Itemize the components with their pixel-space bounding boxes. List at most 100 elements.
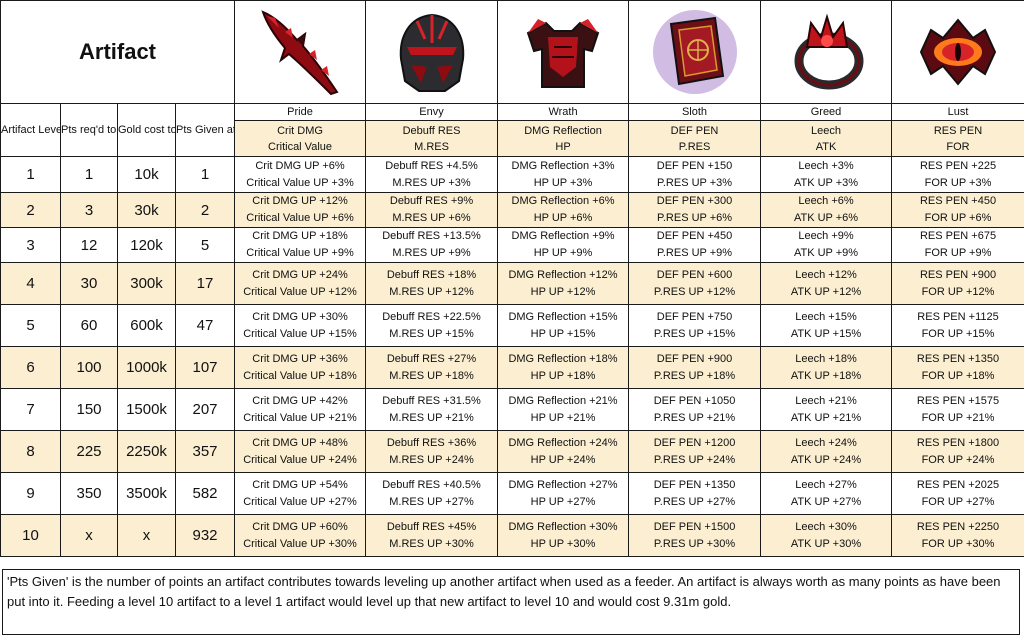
effect-line: M.RES UP +18% [389, 369, 474, 382]
effect-line: M.RES UP +27% [389, 495, 474, 508]
effect-line: M.RES UP +15% [389, 327, 474, 340]
wrath-effect: DMG Reflection +18% HP UP +18% [497, 346, 630, 389]
lust-effect: RES PEN +2025 FOR UP +27% [891, 472, 1024, 515]
artifact-name-envy: Envy [365, 103, 499, 121]
gold-cell: x [117, 514, 176, 557]
column-header-row: Artifact Level Pts req'd to lvl up Gold … [0, 103, 1024, 157]
level-cell: 3 [0, 227, 61, 263]
effect-line: Leech +21% [795, 394, 857, 407]
gold-cell: 600k [117, 304, 176, 347]
pts-given-cell: 932 [174, 514, 236, 557]
artifact-name-pride: Pride [234, 103, 367, 121]
level-cell: 1 [0, 156, 61, 193]
effect-line: RES PEN +1800 [916, 436, 1000, 449]
pts-req-cell: 225 [60, 430, 118, 473]
effect-line: ATK UP +12% [790, 285, 862, 298]
pts-given-cell: 582 [174, 472, 236, 515]
page-title: Artifact [79, 39, 157, 64]
greed-effect: Leech +21% ATK UP +21% [760, 388, 893, 431]
effect-line: Crit DMG UP +12% [252, 195, 348, 207]
stat-secondary: ATK [815, 140, 837, 153]
effect-line: Debuff RES +4.5% [385, 159, 478, 172]
pts-given-cell: 1 [174, 156, 236, 193]
pts-req-cell: 12 [60, 227, 118, 263]
pts-req-cell: 150 [60, 388, 118, 431]
effect-line: DEF PEN +1500 [653, 520, 736, 533]
level-cell: 7 [0, 388, 61, 431]
pts-given-cell: 47 [174, 304, 236, 347]
effect-line: HP UP +21% [530, 411, 596, 424]
effect-line: Leech +6% [798, 195, 854, 207]
artifact-name-wrath: Wrath [497, 103, 630, 121]
wrath-effect: DMG Reflection +30% HP UP +30% [497, 514, 630, 557]
eye-icon [919, 18, 997, 86]
effect-line: HP UP +24% [530, 453, 596, 466]
pride-effect: Crit DMG UP +30% Critical Value UP +15% [234, 304, 367, 347]
effect-line: RES PEN +1575 [916, 394, 1000, 407]
effect-line: Critical Value UP +24% [243, 453, 357, 466]
effect-line: P.RES UP +18% [653, 369, 736, 382]
envy-image-cell [365, 0, 499, 104]
effect-line: Crit DMG UP +42% [252, 394, 348, 407]
envy-effect: Debuff RES +40.5% M.RES UP +27% [365, 472, 499, 515]
effect-line: M.RES UP +30% [389, 537, 474, 550]
effect-line: M.RES UP +6% [392, 212, 471, 224]
effect-line: Critical Value UP +12% [243, 285, 357, 298]
sloth-effect: DEF PEN +1350 P.RES UP +27% [628, 472, 762, 515]
effect-line: Crit DMG UP +60% [252, 520, 348, 533]
effect-line: DEF PEN +750 [656, 310, 733, 323]
effect-line: Critical Value UP +30% [243, 537, 357, 550]
title-cell: Artifact [0, 0, 236, 104]
wrath-effect: DMG Reflection +3% HP UP +3% [497, 156, 630, 193]
pts-given-cell: 2 [174, 192, 236, 228]
level-cell: 6 [0, 346, 61, 389]
effect-line: HP UP +15% [530, 327, 596, 340]
sloth-effect: DEF PEN +1200 P.RES UP +24% [628, 430, 762, 473]
effect-line: M.RES UP +9% [392, 247, 471, 259]
table-row: 9 350 3500k 582 Crit DMG UP +54% Critical Val… [0, 472, 1024, 515]
sloth-image-cell [628, 0, 762, 104]
lust-image-cell [891, 0, 1024, 104]
effect-line: Leech +24% [795, 436, 857, 449]
stat-cell-pride: Crit DMG Critical Value [234, 120, 367, 157]
table-row: 6 100 1000k 107 Crit DMG UP +36% Critical Val… [0, 346, 1024, 389]
table-row: 3 12 120k 5 Crit DMG UP +18% Critical Value U… [0, 227, 1024, 263]
level-cell: 10 [0, 514, 61, 557]
pts-given-cell: 357 [174, 430, 236, 473]
pride-effect: Crit DMG UP +54% Critical Value UP +27% [234, 472, 367, 515]
greed-effect: Leech +30% ATK UP +30% [760, 514, 893, 557]
effect-line: Critical Value UP +15% [243, 327, 357, 340]
ring-icon [794, 13, 864, 90]
lust-effect: RES PEN +900 FOR UP +12% [891, 262, 1024, 305]
effect-line: DEF PEN +900 [656, 352, 733, 365]
pts-req-cell: 350 [60, 472, 118, 515]
stat-secondary: P.RES [678, 140, 711, 153]
effect-line: Crit DMG UP +24% [252, 268, 348, 281]
effect-line: P.RES UP +9% [656, 247, 733, 259]
effect-line: DMG Reflection +24% [508, 436, 618, 449]
effect-line: ATK UP +3% [793, 176, 859, 189]
effect-line: M.RES UP +3% [392, 176, 471, 189]
pts-given-cell: 5 [174, 227, 236, 263]
effect-line: Debuff RES +27% [386, 352, 477, 365]
stat-primary: Debuff RES [402, 124, 461, 137]
effect-line: Leech +15% [795, 310, 857, 323]
greed-effect: Leech +18% ATK UP +18% [760, 346, 893, 389]
artifact-name-greed: Greed [760, 103, 893, 121]
effect-line: P.RES UP +30% [653, 537, 736, 550]
wrath-effect: DMG Reflection +9% HP UP +9% [497, 227, 630, 263]
effect-line: M.RES UP +24% [389, 453, 474, 466]
envy-effect: Debuff RES +4.5% M.RES UP +3% [365, 156, 499, 193]
pride-effect: Crit DMG UP +36% Critical Value UP +18% [234, 346, 367, 389]
effect-line: HP UP +30% [530, 537, 596, 550]
envy-effect: Debuff RES +18% M.RES UP +12% [365, 262, 499, 305]
effect-line: ATK UP +18% [790, 369, 862, 382]
effect-line: DMG Reflection +27% [508, 478, 618, 491]
effect-line: ATK UP +24% [790, 453, 862, 466]
effect-line: FOR UP +3% [924, 176, 992, 189]
sloth-effect: DEF PEN +300 P.RES UP +6% [628, 192, 762, 228]
pts-req-cell: x [60, 514, 118, 557]
greed-effect: Leech +3% ATK UP +3% [760, 156, 893, 193]
effect-line: Leech +3% [798, 159, 854, 172]
table-row: 8 225 2250k 357 Crit DMG UP +48% Critical Val… [0, 430, 1024, 473]
